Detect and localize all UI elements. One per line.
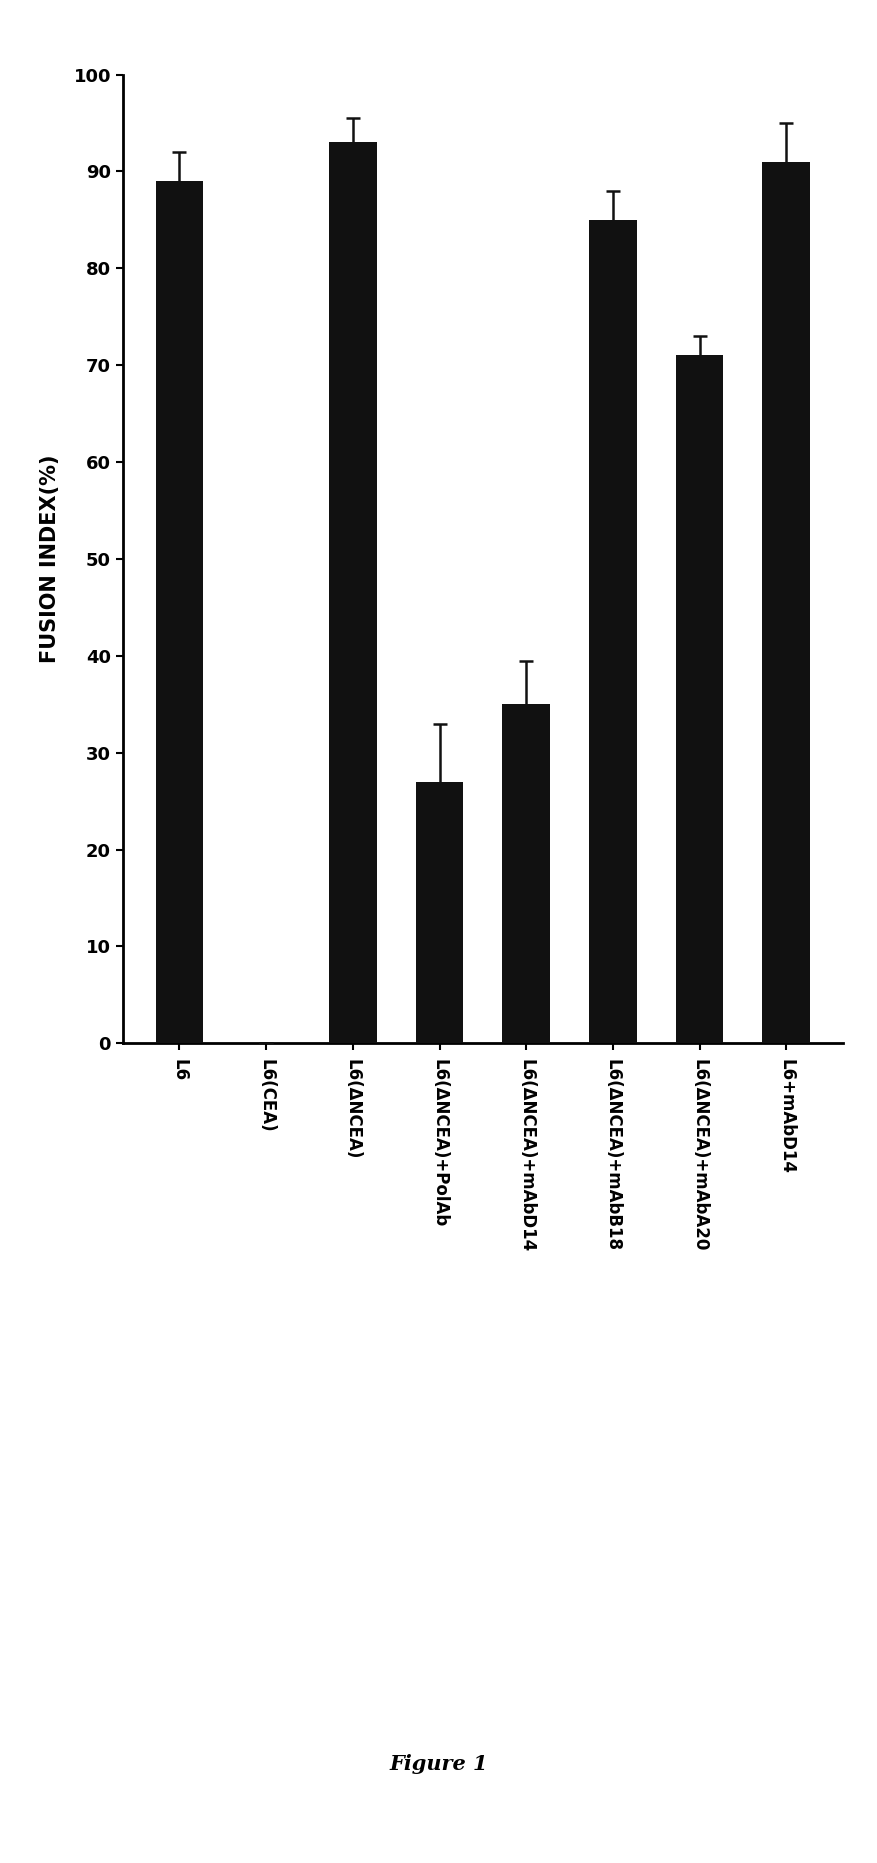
- Bar: [155, 181, 203, 1043]
- Bar: [588, 220, 636, 1043]
- Bar: [415, 782, 463, 1043]
- Bar: [502, 704, 550, 1043]
- Bar: [675, 356, 723, 1043]
- Text: Figure 1: Figure 1: [389, 1753, 488, 1774]
- Y-axis label: FUSION INDEX(%): FUSION INDEX(%): [39, 455, 60, 663]
- Bar: [761, 162, 809, 1043]
- Bar: [329, 142, 376, 1043]
